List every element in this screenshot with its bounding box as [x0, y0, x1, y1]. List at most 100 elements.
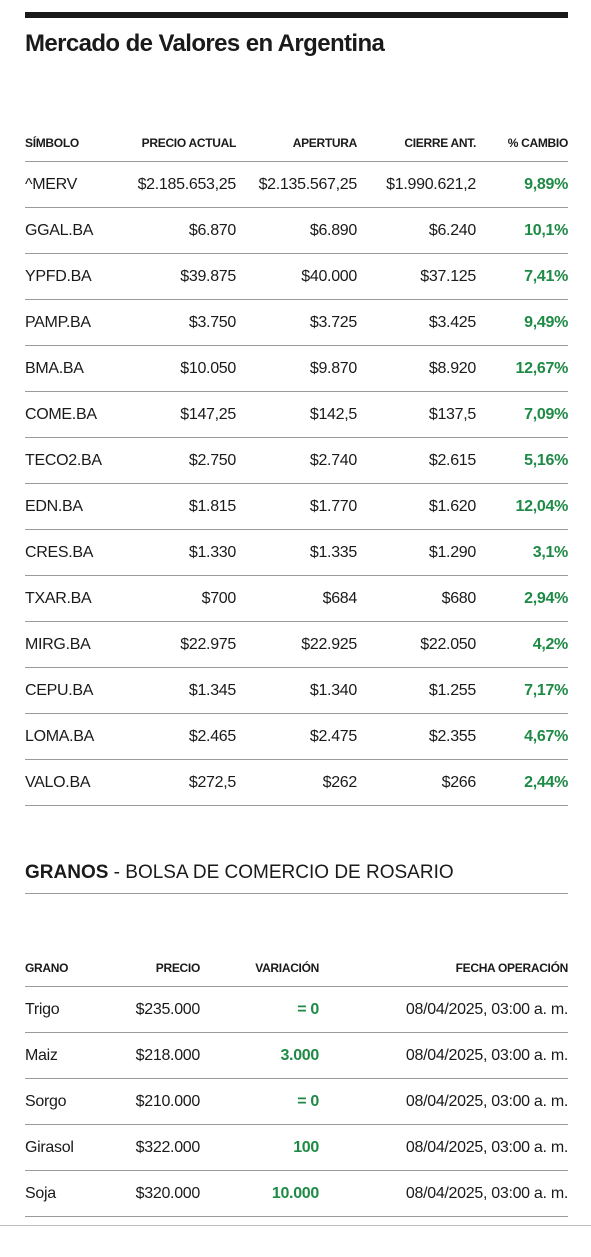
open-cell: $22.925 — [236, 621, 357, 668]
prev-close-cell: $2.615 — [357, 437, 476, 484]
symbol-cell: ^MERV — [25, 161, 117, 208]
symbol-cell: TXAR.BA — [25, 575, 117, 622]
variation-cell: 100 — [200, 1124, 319, 1171]
price-cell: $218.000 — [105, 1032, 200, 1079]
pct-change-cell: 7,41% — [476, 253, 568, 300]
symbol-cell: CRES.BA — [25, 529, 117, 576]
col-header-prev-close: CIERRE ANT. — [357, 125, 476, 162]
table-row: Sorgo $210.000 = 0 08/04/2025, 03:00 a. m. — [25, 1078, 568, 1125]
variation-cell: = 0 — [200, 1078, 319, 1125]
variation-cell: = 0 — [200, 986, 319, 1033]
current-price-cell: $3.750 — [117, 299, 236, 346]
stocks-header-row: SÍMBOLO PRECIO ACTUAL APERTURA CIERRE AN… — [25, 125, 568, 162]
current-price-cell: $39.875 — [117, 253, 236, 300]
price-cell: $210.000 — [105, 1078, 200, 1125]
grain-cell: Soja — [25, 1170, 105, 1217]
current-price-cell: $272,5 — [117, 759, 236, 806]
pct-change-cell: 2,44% — [476, 759, 568, 806]
pct-change-cell: 12,67% — [476, 345, 568, 392]
table-row: TECO2.BA $2.750 $2.740 $2.615 5,16% — [25, 437, 568, 484]
price-cell: $235.000 — [105, 986, 200, 1033]
prev-close-cell: $1.990.621,2 — [357, 161, 476, 208]
operation-date-cell: 08/04/2025, 03:00 a. m. — [319, 1032, 568, 1079]
open-cell: $684 — [236, 575, 357, 622]
prev-close-cell: $22.050 — [357, 621, 476, 668]
bottom-rule — [0, 1225, 591, 1226]
pct-change-cell: 4,2% — [476, 621, 568, 668]
prev-close-cell: $266 — [357, 759, 476, 806]
open-cell: $262 — [236, 759, 357, 806]
pct-change-cell: 7,09% — [476, 391, 568, 438]
prev-close-cell: $6.240 — [357, 207, 476, 254]
symbol-cell: VALO.BA — [25, 759, 117, 806]
prev-close-cell: $137,5 — [357, 391, 476, 438]
pct-change-cell: 10,1% — [476, 207, 568, 254]
table-row: ^MERV $2.185.653,25 $2.135.567,25 $1.990.62… — [25, 161, 568, 208]
prev-close-cell: $1.290 — [357, 529, 476, 576]
col-header-current-price: PRECIO ACTUAL — [117, 125, 236, 162]
table-row: YPFD.BA $39.875 $40.000 $37.125 7,41% — [25, 253, 568, 300]
table-row: CRES.BA $1.330 $1.335 $1.290 3,1% — [25, 529, 568, 576]
symbol-cell: YPFD.BA — [25, 253, 117, 300]
table-row: Soja $320.000 10.000 08/04/2025, 03:00 a. m… — [25, 1170, 568, 1217]
open-cell: $1.770 — [236, 483, 357, 530]
grain-cell: Sorgo — [25, 1078, 105, 1125]
prev-close-cell: $1.255 — [357, 667, 476, 714]
table-row: Girasol $322.000 100 08/04/2025, 03:00 a. m… — [25, 1124, 568, 1171]
variation-cell: 10.000 — [200, 1170, 319, 1217]
table-row: COME.BA $147,25 $142,5 $137,5 7,09% — [25, 391, 568, 438]
price-cell: $322.000 — [105, 1124, 200, 1171]
open-cell: $6.890 — [236, 207, 357, 254]
operation-date-cell: 08/04/2025, 03:00 a. m. — [319, 986, 568, 1033]
prev-close-cell: $37.125 — [357, 253, 476, 300]
pct-change-cell: 3,1% — [476, 529, 568, 576]
pct-change-cell: 4,67% — [476, 713, 568, 760]
page-title: Mercado de Valores en Argentina — [25, 30, 385, 57]
current-price-cell: $1.815 — [117, 483, 236, 530]
grains-heading-source: - BOLSA DE COMERCIO DE ROSARIO — [108, 862, 454, 883]
symbol-cell: PAMP.BA — [25, 299, 117, 346]
current-price-cell: $22.975 — [117, 621, 236, 668]
current-price-cell: $700 — [117, 575, 236, 622]
pct-change-cell: 12,04% — [476, 483, 568, 530]
grain-cell: Girasol — [25, 1124, 105, 1171]
open-cell: $40.000 — [236, 253, 357, 300]
variation-cell: 3.000 — [200, 1032, 319, 1079]
top-rule — [25, 12, 568, 18]
table-row: PAMP.BA $3.750 $3.725 $3.425 9,49% — [25, 299, 568, 346]
table-row: CEPU.BA $1.345 $1.340 $1.255 7,17% — [25, 667, 568, 714]
grains-section-heading: GRANOS - BOLSA DE COMERCIO DE ROSARIO — [25, 862, 568, 894]
prev-close-cell: $8.920 — [357, 345, 476, 392]
table-row: BMA.BA $10.050 $9.870 $8.920 12,67% — [25, 345, 568, 392]
col-header-grain: GRANO — [25, 950, 105, 987]
open-cell: $142,5 — [236, 391, 357, 438]
table-row: TXAR.BA $700 $684 $680 2,94% — [25, 575, 568, 622]
current-price-cell: $10.050 — [117, 345, 236, 392]
pct-change-cell: 7,17% — [476, 667, 568, 714]
pct-change-cell: 9,49% — [476, 299, 568, 346]
prev-close-cell: $1.620 — [357, 483, 476, 530]
col-header-operation-date: FECHA OPERACIÓN — [319, 950, 568, 987]
table-row: EDN.BA $1.815 $1.770 $1.620 12,04% — [25, 483, 568, 530]
col-header-symbol: SÍMBOLO — [25, 125, 117, 162]
open-cell: $3.725 — [236, 299, 357, 346]
open-cell: $2.740 — [236, 437, 357, 484]
current-price-cell: $147,25 — [117, 391, 236, 438]
stocks-table: SÍMBOLO PRECIO ACTUAL APERTURA CIERRE AN… — [25, 125, 568, 806]
operation-date-cell: 08/04/2025, 03:00 a. m. — [319, 1170, 568, 1217]
prev-close-cell: $2.355 — [357, 713, 476, 760]
table-row: GGAL.BA $6.870 $6.890 $6.240 10,1% — [25, 207, 568, 254]
open-cell: $2.135.567,25 — [236, 161, 357, 208]
symbol-cell: COME.BA — [25, 391, 117, 438]
open-cell: $9.870 — [236, 345, 357, 392]
pct-change-cell: 2,94% — [476, 575, 568, 622]
symbol-cell: GGAL.BA — [25, 207, 117, 254]
current-price-cell: $6.870 — [117, 207, 236, 254]
col-header-price: PRECIO — [105, 950, 200, 987]
grains-header-row: GRANO PRECIO VARIACIÓN FECHA OPERACIÓN — [25, 950, 568, 987]
grains-table: GRANO PRECIO VARIACIÓN FECHA OPERACIÓN T… — [25, 950, 568, 1217]
table-row: Maiz $218.000 3.000 08/04/2025, 03:00 a. m. — [25, 1032, 568, 1079]
table-row: VALO.BA $272,5 $262 $266 2,44% — [25, 759, 568, 806]
col-header-variation: VARIACIÓN — [200, 950, 319, 987]
table-row: Trigo $235.000 = 0 08/04/2025, 03:00 a. m. — [25, 986, 568, 1033]
